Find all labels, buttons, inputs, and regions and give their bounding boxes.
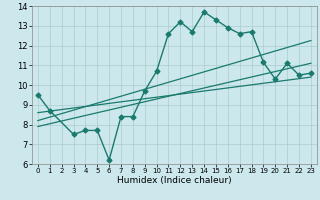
- X-axis label: Humidex (Indice chaleur): Humidex (Indice chaleur): [117, 176, 232, 185]
